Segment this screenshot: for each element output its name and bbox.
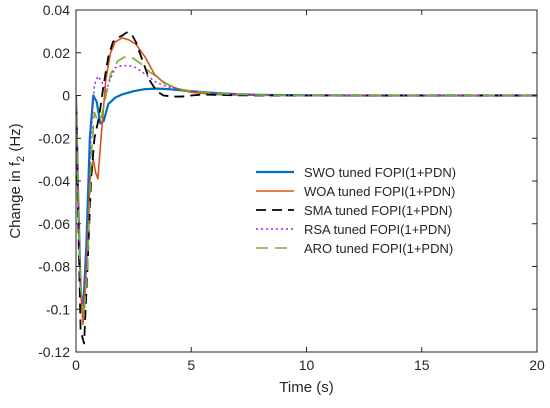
- x-tick-label: 0: [72, 357, 80, 373]
- legend-label-3: SMA tuned FOPI(1+PDN): [304, 203, 452, 218]
- y-axis-label-main: Change in f: [7, 161, 24, 239]
- y-axis-label-subscript: 2: [15, 156, 27, 162]
- y-tick-label: -0.1: [46, 301, 70, 317]
- legend-label-1: SWO tuned FOPI(1+PDN): [304, 165, 456, 180]
- x-axis: 0 5 10 15 20: [72, 10, 545, 373]
- legend-label-2: WOA tuned FOPI(1+PDN): [304, 184, 455, 199]
- legend-label-5: ARO tuned FOPI(1+PDN): [304, 241, 453, 256]
- legend-label-4: RSA tuned FOPI(1+PDN): [304, 222, 451, 237]
- series-lines: [76, 31, 537, 345]
- series-line-3: [76, 31, 537, 345]
- y-tick-label: 0: [62, 88, 70, 104]
- y-tick-label: -0.08: [38, 259, 70, 275]
- x-tick-label: 20: [529, 357, 545, 373]
- y-axis: -0.12 -0.1 -0.08 -0.06 -0.04 -0.02 0 0.02 0.04: [38, 2, 537, 360]
- plot-area: [75, 9, 538, 353]
- x-tick-label: 10: [299, 357, 315, 373]
- series-line-5: [76, 56, 537, 317]
- y-tick-label: -0.12: [38, 344, 70, 360]
- y-axis-label-unit: (Hz): [7, 123, 24, 156]
- y-tick-label: -0.02: [38, 130, 70, 146]
- x-tick-label: 5: [187, 357, 195, 373]
- plot-background: [76, 10, 537, 352]
- y-tick-label: 0.04: [43, 2, 70, 18]
- y-tick-label: -0.04: [38, 173, 70, 189]
- y-axis-label: Change in f2 (Hz): [7, 123, 27, 238]
- legend: SWO tuned FOPI(1+PDN) WOA tuned FOPI(1+PD…: [256, 165, 456, 256]
- x-tick-label: 15: [414, 357, 430, 373]
- y-tick-label: 0.02: [43, 45, 70, 61]
- y-tick-label: -0.06: [38, 216, 70, 232]
- x-axis-label: Time (s): [279, 379, 333, 396]
